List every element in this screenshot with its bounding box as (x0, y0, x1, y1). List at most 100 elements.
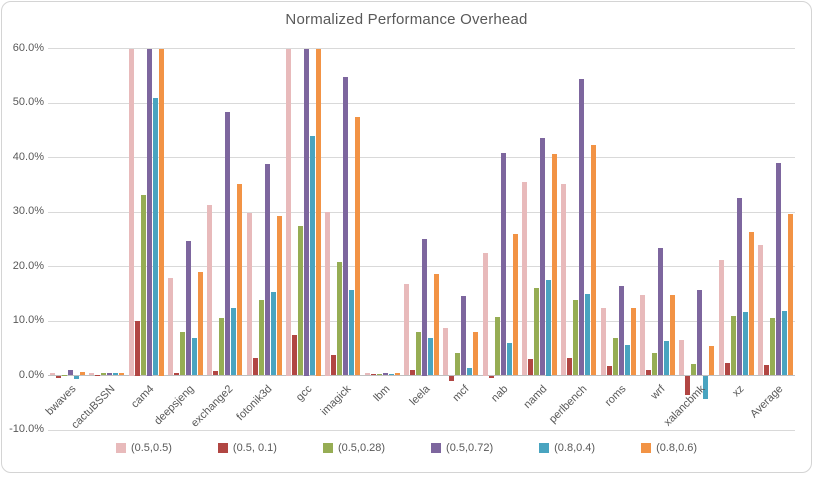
bar-(0.5,0.28)-bwaves[interactable] (62, 375, 67, 376)
bar-(0.5,0.5)-deepsjeng[interactable] (168, 278, 173, 375)
legend-item-(0.5,0.28)[interactable]: (0.5,0.28) (323, 442, 385, 454)
bar-(0.5,0.72)-gcc[interactable] (304, 49, 309, 376)
bar-(0.8,0.6)-nab[interactable] (513, 234, 518, 376)
bar-(0.8,0.6)-cactuBSSN[interactable] (119, 373, 124, 375)
bar-(0.5,0.28)-imagick[interactable] (337, 262, 342, 376)
bar-(0.5,0.28)-lbm[interactable] (377, 374, 382, 376)
bar-(0.5, 0.1)-nab[interactable] (489, 376, 494, 379)
bar-(0.8,0.4)-nab[interactable] (507, 343, 512, 375)
bar-(0.5,0.28)-mcf[interactable] (455, 353, 460, 375)
bar-(0.5,0.5)-nab[interactable] (483, 253, 488, 376)
bar-(0.5,0.28)-wrf[interactable] (652, 353, 657, 376)
bar-(0.5,0.28)-cactuBSSN[interactable] (101, 373, 106, 375)
bar-(0.5,0.5)-xalancbmk[interactable] (679, 340, 684, 376)
bar-(0.8,0.4)-deepsjeng[interactable] (192, 338, 197, 376)
bar-(0.5,0.28)-deepsjeng[interactable] (180, 332, 185, 375)
bar-(0.5,0.28)-perlbench[interactable] (573, 300, 578, 375)
bar-(0.5,0.28)-Average[interactable] (770, 318, 775, 376)
bar-(0.5,0.72)-cactuBSSN[interactable] (107, 373, 112, 376)
bar-(0.5,0.5)-fotonik3d[interactable] (247, 213, 252, 375)
bar-(0.8,0.6)-xz[interactable] (749, 232, 754, 375)
bar-(0.8,0.4)-roms[interactable] (625, 345, 630, 376)
bar-(0.5, 0.1)-leela[interactable] (410, 370, 415, 375)
bar-(0.5, 0.1)-lbm[interactable] (371, 374, 376, 376)
bar-(0.8,0.4)-wrf[interactable] (664, 341, 669, 376)
bar-(0.5,0.5)-gcc[interactable] (286, 49, 291, 376)
bar-(0.5,0.72)-roms[interactable] (619, 286, 624, 375)
bar-(0.5,0.72)-nab[interactable] (501, 153, 506, 375)
bar-(0.5,0.72)-deepsjeng[interactable] (186, 241, 191, 376)
bar-(0.8,0.4)-bwaves[interactable] (74, 376, 79, 379)
bar-(0.8,0.4)-mcf[interactable] (467, 368, 472, 376)
bar-(0.5, 0.1)-imagick[interactable] (331, 355, 336, 376)
bar-(0.5,0.5)-exchange2[interactable] (207, 205, 212, 376)
bar-(0.5,0.28)-gcc[interactable] (298, 226, 303, 375)
bar-(0.5, 0.1)-exchange2[interactable] (213, 371, 218, 375)
bar-(0.5,0.72)-imagick[interactable] (343, 77, 348, 375)
bar-(0.8,0.4)-cam4[interactable] (153, 98, 158, 376)
bar-(0.5,0.5)-Average[interactable] (758, 245, 763, 376)
bar-(0.8,0.6)-bwaves[interactable] (80, 372, 85, 376)
bar-(0.8,0.4)-imagick[interactable] (349, 290, 354, 375)
bar-(0.5,0.28)-fotonik3d[interactable] (259, 300, 264, 376)
bar-(0.5,0.72)-mcf[interactable] (461, 296, 466, 376)
legend-item-(0.5,0.72)[interactable]: (0.5,0.72) (431, 442, 493, 454)
bar-(0.8,0.4)-exchange2[interactable] (231, 308, 236, 375)
bar-(0.5,0.72)-xalancbmk[interactable] (697, 290, 702, 376)
bar-(0.8,0.6)-imagick[interactable] (355, 117, 360, 375)
bar-(0.5,0.5)-cam4[interactable] (129, 49, 134, 376)
bar-(0.5,0.72)-lbm[interactable] (383, 373, 388, 375)
bar-(0.8,0.4)-cactuBSSN[interactable] (113, 373, 118, 376)
bar-(0.5, 0.1)-Average[interactable] (764, 365, 769, 375)
bar-(0.5,0.28)-xz[interactable] (731, 316, 736, 375)
bar-(0.5,0.5)-roms[interactable] (601, 308, 606, 376)
bar-(0.5, 0.1)-bwaves[interactable] (56, 376, 61, 379)
bar-(0.5,0.72)-leela[interactable] (422, 239, 427, 375)
bar-(0.5,0.72)-Average[interactable] (776, 163, 781, 376)
bar-(0.5, 0.1)-xz[interactable] (725, 363, 730, 376)
bar-(0.8,0.6)-cam4[interactable] (159, 49, 164, 376)
bar-(0.8,0.4)-gcc[interactable] (310, 136, 315, 376)
bar-(0.5, 0.1)-cactuBSSN[interactable] (95, 375, 100, 376)
bar-(0.5,0.28)-leela[interactable] (416, 332, 421, 375)
bar-(0.5,0.72)-exchange2[interactable] (225, 112, 230, 375)
bar-(0.8,0.6)-leela[interactable] (434, 274, 439, 376)
bar-(0.5,0.5)-namd[interactable] (522, 182, 527, 375)
bar-(0.8,0.6)-wrf[interactable] (670, 295, 675, 376)
legend-item-(0.5,0.5)[interactable]: (0.5,0.5) (116, 442, 172, 454)
bar-(0.5, 0.1)-gcc[interactable] (292, 335, 297, 375)
bar-(0.5, 0.1)-roms[interactable] (607, 366, 612, 375)
bar-(0.5,0.28)-roms[interactable] (613, 338, 618, 375)
bar-(0.8,0.6)-mcf[interactable] (473, 332, 478, 376)
bar-(0.8,0.4)-xz[interactable] (743, 312, 748, 376)
bar-(0.8,0.6)-deepsjeng[interactable] (198, 272, 203, 375)
bar-(0.8,0.4)-fotonik3d[interactable] (271, 292, 276, 375)
bar-(0.8,0.4)-Average[interactable] (782, 311, 787, 376)
bar-(0.5, 0.1)-cam4[interactable] (135, 321, 140, 376)
bar-(0.8,0.6)-xalancbmk[interactable] (709, 346, 714, 375)
legend-item-(0.8,0.4)[interactable]: (0.8,0.4) (539, 442, 595, 454)
bar-(0.5,0.5)-lbm[interactable] (365, 373, 370, 375)
bar-(0.8,0.6)-namd[interactable] (552, 154, 557, 376)
bar-(0.5,0.28)-namd[interactable] (534, 288, 539, 375)
bar-(0.5, 0.1)-deepsjeng[interactable] (174, 373, 179, 376)
bar-(0.5, 0.1)-perlbench[interactable] (567, 358, 572, 376)
bar-(0.5,0.28)-exchange2[interactable] (219, 318, 224, 375)
bar-(0.8,0.4)-namd[interactable] (546, 280, 551, 375)
bar-(0.5,0.5)-wrf[interactable] (640, 295, 645, 375)
bar-(0.5,0.5)-leela[interactable] (404, 284, 409, 376)
bar-(0.5,0.5)-mcf[interactable] (443, 328, 448, 376)
bar-(0.5, 0.1)-fotonik3d[interactable] (253, 358, 258, 375)
legend-item-(0.5, 0.1)[interactable]: (0.5, 0.1) (218, 442, 277, 454)
bar-(0.5,0.72)-wrf[interactable] (658, 248, 663, 376)
bar-(0.8,0.6)-Average[interactable] (788, 214, 793, 375)
legend-item-(0.8,0.6)[interactable]: (0.8,0.6) (641, 442, 697, 454)
bar-(0.8,0.6)-exchange2[interactable] (237, 184, 242, 375)
bar-(0.5,0.72)-fotonik3d[interactable] (265, 164, 270, 375)
bar-(0.5,0.72)-namd[interactable] (540, 138, 545, 375)
bar-(0.8,0.4)-lbm[interactable] (389, 374, 394, 376)
bar-(0.5,0.5)-cactuBSSN[interactable] (89, 373, 94, 375)
bar-(0.8,0.6)-roms[interactable] (631, 308, 636, 375)
bar-(0.5,0.72)-cam4[interactable] (147, 49, 152, 376)
bar-(0.8,0.6)-gcc[interactable] (316, 49, 321, 376)
